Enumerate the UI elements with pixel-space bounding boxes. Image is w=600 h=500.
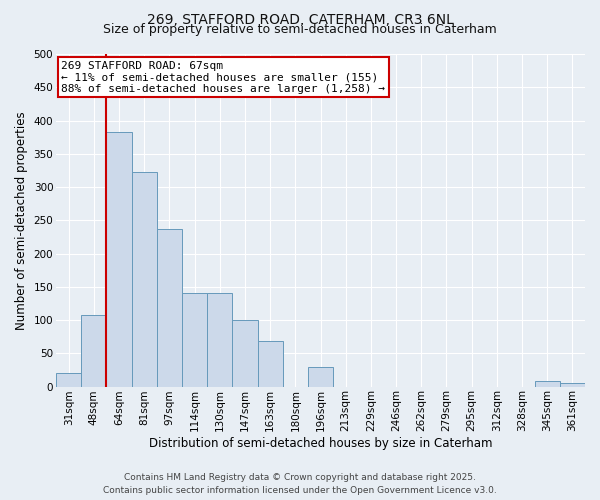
Bar — [257, 342, 283, 386]
Bar — [207, 294, 232, 386]
Bar — [131, 172, 157, 386]
Bar — [308, 366, 333, 386]
Text: Size of property relative to semi-detached houses in Caterham: Size of property relative to semi-detach… — [103, 22, 497, 36]
Bar — [232, 320, 257, 386]
Bar — [182, 294, 207, 386]
Bar — [560, 383, 585, 386]
Bar — [56, 373, 81, 386]
Bar — [535, 381, 560, 386]
Text: Contains HM Land Registry data © Crown copyright and database right 2025.
Contai: Contains HM Land Registry data © Crown c… — [103, 474, 497, 495]
Y-axis label: Number of semi-detached properties: Number of semi-detached properties — [15, 111, 28, 330]
Bar — [106, 132, 131, 386]
Bar — [157, 229, 182, 386]
X-axis label: Distribution of semi-detached houses by size in Caterham: Distribution of semi-detached houses by … — [149, 437, 492, 450]
Text: 269, STAFFORD ROAD, CATERHAM, CR3 6NL: 269, STAFFORD ROAD, CATERHAM, CR3 6NL — [146, 12, 454, 26]
Text: 269 STAFFORD ROAD: 67sqm
← 11% of semi-detached houses are smaller (155)
88% of : 269 STAFFORD ROAD: 67sqm ← 11% of semi-d… — [61, 60, 385, 94]
Bar — [81, 314, 106, 386]
